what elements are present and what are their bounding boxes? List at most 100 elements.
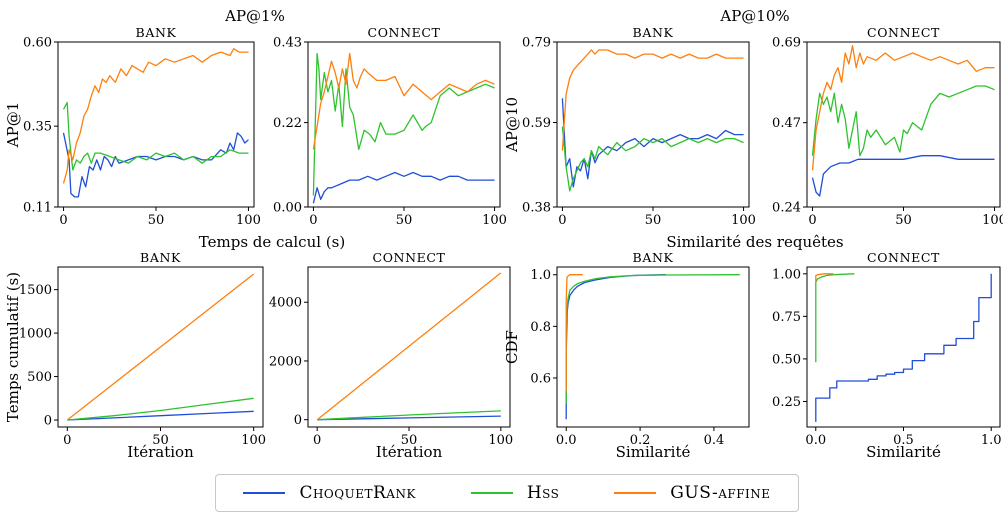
series-line-gus-affine [66,273,255,421]
y-tick-label: 0.25 [772,395,801,410]
legend-label-gus-affine: GUS-affine [670,483,771,503]
x-axis-label: Similarité [866,443,941,461]
axes-frame [307,41,501,208]
x-axis-label: Similarité [616,443,691,461]
y-tick-label: 1000 [19,327,52,342]
series-line-gus-affine [62,48,249,184]
series-line-hss [565,274,740,404]
legend-item-hss: Hss [470,483,560,503]
y-tick-label: 1.00 [772,267,801,282]
series-line-gus-affine [811,45,995,171]
y-tick-label: 0.22 [273,116,302,131]
series-line-hss [317,410,501,421]
y-tick-label: 0 [44,414,52,429]
y-tick-label: 0.24 [772,201,801,216]
legend-item-gus-affine: GUS-affine [614,483,770,503]
series-line-choquetrank [312,171,495,204]
axes-frame [57,41,255,208]
x-tick-label: 50 [401,433,418,448]
x-tick-label: 0 [808,213,816,228]
y-axis-label: Temps cumulatif (s) [4,272,22,422]
y-tick-label: 0.47 [772,116,801,131]
series-line-choquetrank [565,274,666,420]
panel-title: BANK [140,250,181,265]
series-line-hss [67,397,254,421]
panel-title: BANK [136,25,177,40]
y-tick-label: 4000 [269,296,302,311]
y-axis-label: AP@1 [4,102,22,148]
y-tick-label: 0.8 [530,320,551,335]
legend-label-hss: Hss [526,483,560,503]
series-line-choquetrank [317,415,501,421]
series-line-gus-affine [312,52,495,150]
series-line-hss [62,101,249,171]
group-title-ap1: AP@1% [224,7,285,25]
x-tick-label: 100 [731,213,756,228]
x-tick-label: 50 [148,213,165,228]
y-tick-label: 0.00 [273,201,302,216]
x-tick-label: 0 [558,213,566,228]
x-tick-label: 0 [309,213,317,228]
y-tick-label: 1.0 [530,268,551,283]
legend-swatch-gus-affine [614,492,657,494]
panel-title: BANK [633,25,674,40]
x-tick-label: 1.0 [981,433,1002,448]
legend-swatch-hss [470,492,513,494]
legend: ChoquetRank Hss GUS-affine [215,474,799,512]
x-tick-label: 50 [396,213,413,228]
y-tick-label: 500 [27,370,52,385]
y-tick-label: 0.35 [23,120,52,135]
y-axis-label: AP@10 [503,97,521,153]
x-tick-label: 0 [63,433,71,448]
series-line-gus-affine [316,272,502,421]
x-tick-label: 0.0 [805,433,826,448]
x-tick-label: 0.0 [556,433,577,448]
axes-frame [556,41,750,208]
panel-title: CONNECT [368,25,441,40]
y-tick-label: 0.79 [522,36,551,51]
x-tick-label: 0.5 [893,433,914,448]
y-tick-label: 0.6 [530,371,551,386]
axes-frame [806,41,1001,208]
x-tick-label: 100 [236,213,261,228]
series-line-choquetrank [811,155,995,197]
x-tick-label: 50 [645,213,662,228]
x-axis-label: Itération [127,443,194,461]
series-line-choquetrank [67,410,254,421]
y-tick-label: 0 [294,413,302,428]
series-line-gus-affine [561,49,744,151]
panel-title: BANK [633,250,674,265]
series-line-choquetrank [62,132,249,198]
y-tick-label: 0.50 [772,352,801,367]
series-line-hss [811,85,995,157]
x-tick-label: 100 [982,213,1003,228]
y-tick-label: 0.38 [522,201,551,216]
x-tick-label: 0.4 [704,433,725,448]
x-tick-label: 0 [59,213,67,228]
y-tick-label: 0.60 [23,36,52,51]
series-line-gus-affine [565,274,583,391]
x-tick-label: 0 [313,433,321,448]
x-tick-label: 100 [482,213,507,228]
y-tick-label: 0.75 [772,310,801,325]
x-tick-label: 100 [241,433,266,448]
series-line-hss [815,273,855,363]
legend-item-choquetrank: ChoquetRank [243,483,415,503]
x-tick-label: 50 [152,433,169,448]
panel-title: CONNECT [373,250,446,265]
panel-title: CONNECT [867,250,940,265]
y-tick-label: 0.43 [273,36,302,51]
y-tick-label: 0.69 [772,36,801,51]
group-title-ap10: AP@10% [719,7,789,25]
x-tick-label: 100 [488,433,513,448]
series-line-choquetrank [815,273,992,422]
group-title-time: Temps de calcul (s) [199,233,345,251]
panel-title: CONNECT [867,25,940,40]
series-line-hss [561,126,744,192]
legend-swatch-choquetrank [243,492,286,494]
y-tick-label: 0.59 [522,116,551,131]
legend-label-choquetrank: ChoquetRank [299,483,416,503]
x-tick-label: 50 [895,213,912,228]
series-line-hss [312,52,495,196]
